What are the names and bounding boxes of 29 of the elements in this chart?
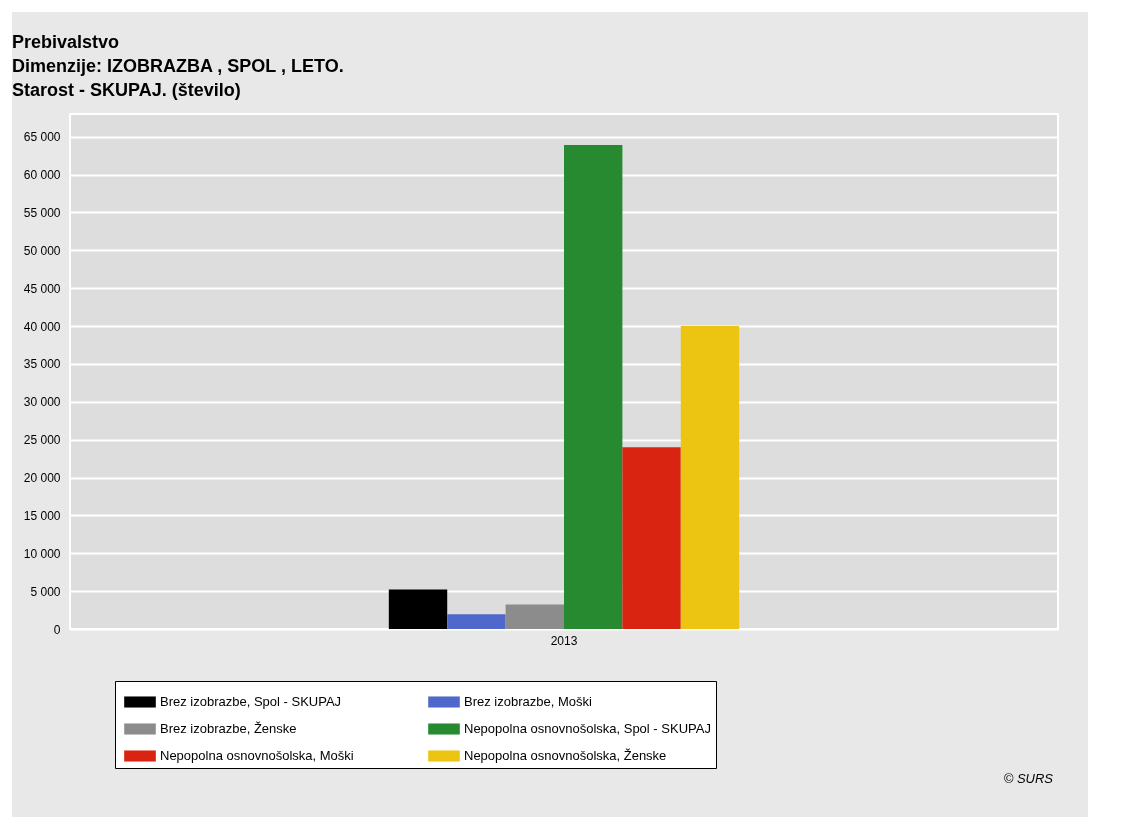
y-tick-label: 5 000 xyxy=(30,584,61,599)
y-tick-label: 45 000 xyxy=(23,281,61,296)
y-tick-label: 60 000 xyxy=(23,168,61,183)
legend-label: Brez izobrazbe, Spol - SKUPAJ xyxy=(160,694,342,709)
y-tick-label: 0 xyxy=(53,622,61,637)
legend-label: Nepopolna osnovnošolska, Moški xyxy=(160,748,354,763)
y-tick-label: 20 000 xyxy=(23,471,61,486)
x-tick-label: 2013 xyxy=(550,633,578,648)
y-tick-label: 10 000 xyxy=(23,546,61,561)
bar xyxy=(680,326,740,629)
y-tick-label: 15 000 xyxy=(23,508,61,523)
y-tick-label: 35 000 xyxy=(23,357,61,372)
legend-label: Nepopolna osnovnošolska, Spol - SKUPAJ xyxy=(464,721,711,736)
bar xyxy=(564,145,623,629)
bar xyxy=(505,604,564,629)
y-tick-label: 50 000 xyxy=(23,243,61,258)
y-tick-label: 40 000 xyxy=(23,319,61,334)
legend-label: Brez izobrazbe, Ženske xyxy=(160,721,297,736)
bar xyxy=(388,589,448,629)
y-tick-label: 25 000 xyxy=(23,433,61,448)
legend-label: Brez izobrazbe, Moški xyxy=(464,694,592,709)
text: © SURS xyxy=(1003,771,1054,786)
bar xyxy=(622,447,681,629)
legend-label: Nepopolna osnovnošolska, Ženske xyxy=(464,748,667,763)
y-tick-label: 30 000 xyxy=(23,395,61,410)
y-tick-label: 65 000 xyxy=(23,130,61,145)
bar xyxy=(447,614,506,629)
chart-title: Prebivalstvo Dimenzije: IZOBRAZBA , SPOL , LETO. Starost - SKUPAJ. (število) xyxy=(12,32,344,100)
y-tick-label: 55 000 xyxy=(23,205,61,220)
